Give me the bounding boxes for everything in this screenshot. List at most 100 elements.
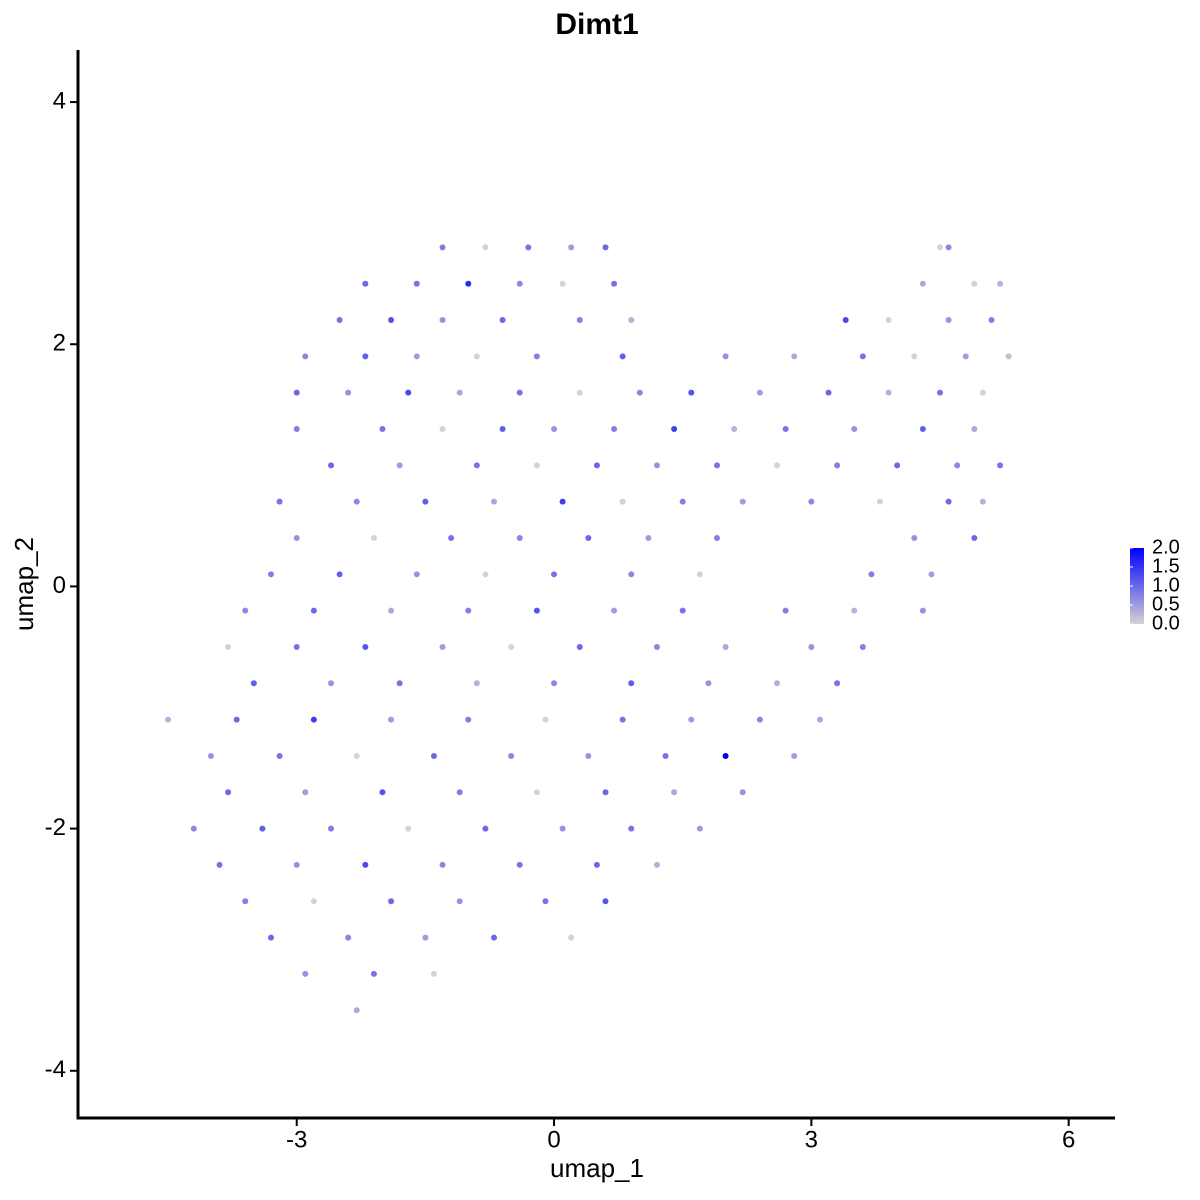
y-tick-label: 0: [53, 572, 66, 599]
point: [859, 353, 866, 360]
point: [962, 353, 969, 360]
point: [834, 462, 841, 469]
point: [988, 317, 995, 324]
point: [611, 426, 618, 433]
point: [473, 462, 480, 469]
point: [499, 317, 506, 324]
point: [611, 280, 618, 287]
point: [456, 898, 463, 905]
point: [997, 280, 1004, 287]
point: [679, 498, 686, 505]
point: [808, 643, 815, 650]
point: [722, 353, 729, 360]
point: [602, 898, 609, 905]
point: [533, 462, 540, 469]
point: [345, 389, 352, 396]
point: [593, 462, 600, 469]
point: [628, 571, 635, 578]
colorbar-tick-label: 0.5: [1152, 593, 1180, 615]
point: [516, 389, 523, 396]
point: [328, 462, 335, 469]
point: [491, 934, 498, 941]
point: [851, 426, 858, 433]
point: [782, 607, 789, 614]
point: [207, 752, 214, 759]
point: [250, 680, 257, 687]
point: [705, 680, 712, 687]
point: [533, 353, 540, 360]
x-tick-label: -3: [286, 1126, 307, 1153]
y-tick-label: 2: [53, 330, 66, 357]
point: [542, 716, 549, 723]
point: [430, 752, 437, 759]
point: [791, 752, 798, 759]
point: [945, 244, 952, 251]
colorbar-tick-label: 1.5: [1152, 555, 1180, 577]
point: [834, 680, 841, 687]
point: [465, 280, 472, 287]
point: [448, 534, 455, 541]
point: [653, 861, 660, 868]
point: [362, 643, 369, 650]
point: [551, 426, 558, 433]
point: [388, 898, 395, 905]
point: [302, 970, 309, 977]
y-tick-label: 4: [53, 87, 66, 114]
colorbar: [1130, 548, 1144, 624]
point: [310, 607, 317, 614]
point: [611, 607, 618, 614]
point: [216, 861, 223, 868]
point: [688, 389, 695, 396]
point: [353, 752, 360, 759]
point: [225, 789, 232, 796]
point: [465, 607, 472, 614]
point: [576, 317, 583, 324]
point: [937, 244, 944, 251]
point: [551, 571, 558, 578]
point: [628, 825, 635, 832]
point: [328, 825, 335, 832]
point: [516, 534, 523, 541]
point: [722, 643, 729, 650]
point: [662, 752, 669, 759]
point: [954, 462, 961, 469]
point: [293, 389, 300, 396]
point: [671, 426, 678, 433]
point: [937, 389, 944, 396]
point: [1005, 353, 1012, 360]
point: [816, 716, 823, 723]
point: [774, 462, 781, 469]
point: [971, 426, 978, 433]
point: [353, 1007, 360, 1014]
point: [568, 934, 575, 941]
point: [336, 571, 343, 578]
point: [782, 426, 789, 433]
point: [808, 498, 815, 505]
point: [559, 498, 566, 505]
point: [894, 462, 901, 469]
point: [370, 534, 377, 541]
point: [388, 716, 395, 723]
point: [653, 462, 660, 469]
point: [508, 643, 515, 650]
point: [473, 353, 480, 360]
y-tick-label: -2: [45, 814, 66, 841]
point: [885, 389, 892, 396]
point: [568, 244, 575, 251]
point: [559, 825, 566, 832]
point: [842, 317, 849, 324]
y-axis-label: umap_2: [9, 537, 39, 631]
point: [619, 353, 626, 360]
point: [971, 534, 978, 541]
point: [516, 861, 523, 868]
point: [525, 244, 532, 251]
point: [619, 716, 626, 723]
axis-line: [76, 50, 1115, 1120]
point: [851, 607, 858, 614]
point: [945, 498, 952, 505]
x-tick-label: 3: [805, 1126, 818, 1153]
point: [928, 571, 935, 578]
point: [362, 353, 369, 360]
point: [602, 789, 609, 796]
point: [756, 716, 763, 723]
